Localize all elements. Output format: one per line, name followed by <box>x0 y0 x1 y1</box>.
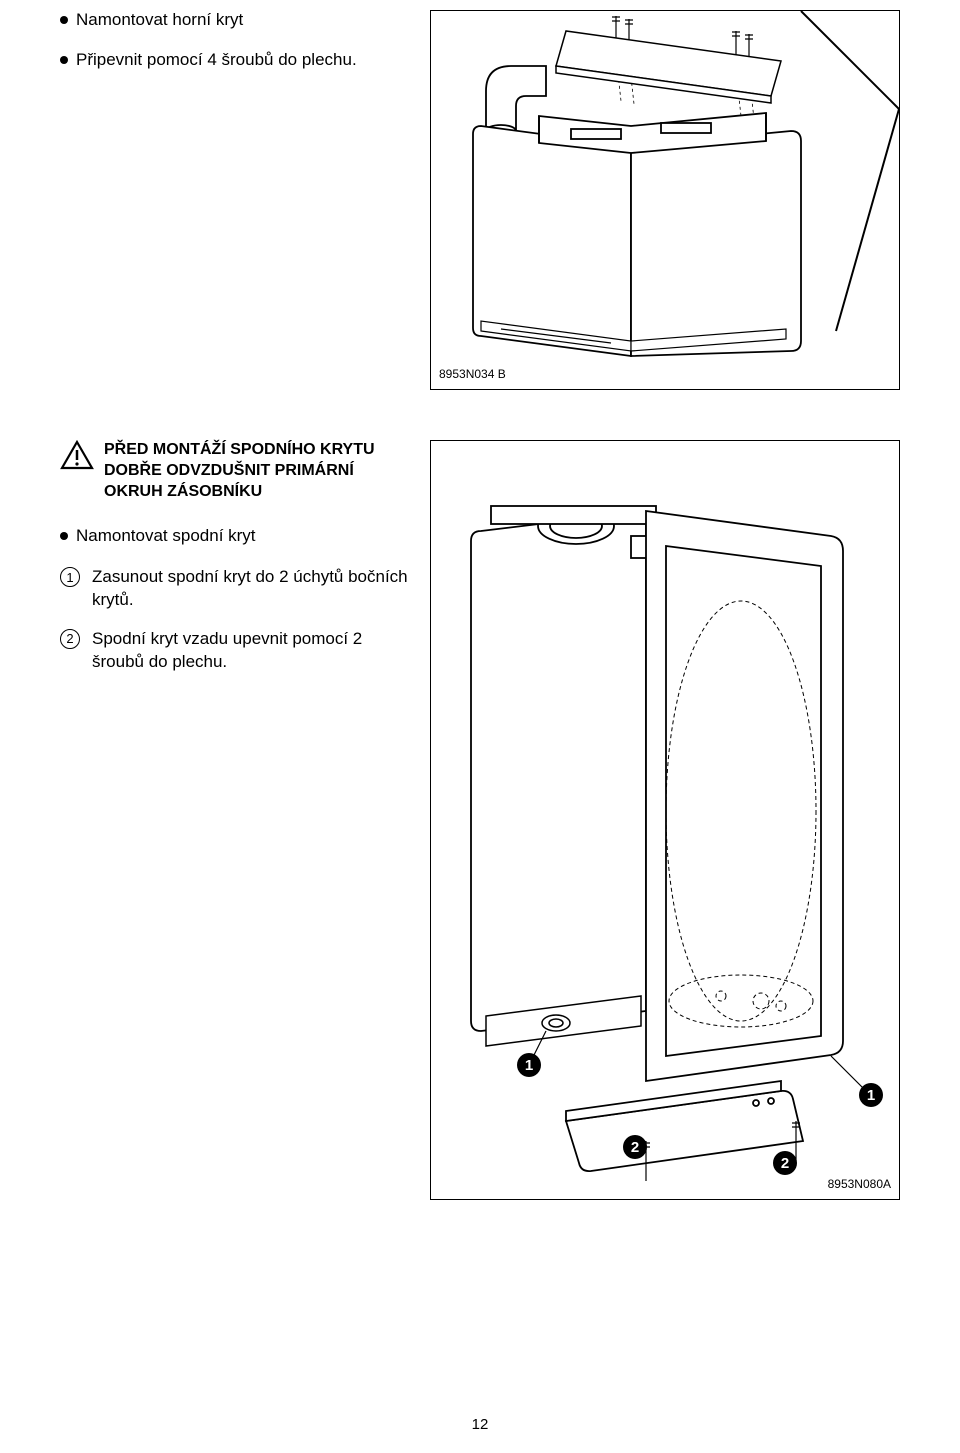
step-number: 2 <box>66 630 73 648</box>
warning-row: PŘED MONTÁŽÍ SPODNÍHO KRYTU DOBŘE ODVZDU… <box>60 440 410 502</box>
page-number: 12 <box>472 1416 489 1433</box>
bullet-text: Namontovat spodní kryt <box>76 526 256 546</box>
bullet-item: Připevnit pomocí 4 šroubů do plechu. <box>60 50 410 70</box>
figure-2: 1 1 2 2 8953N080A <box>430 440 900 1200</box>
mid-text-column: PŘED MONTÁŽÍ SPODNÍHO KRYTU DOBŘE ODVZDU… <box>60 440 410 1200</box>
bullet-icon <box>60 16 68 24</box>
figure-1-container: 8953N034 B <box>430 10 900 390</box>
figure-2-svg <box>431 441 901 1201</box>
callout-1: 1 <box>859 1083 883 1107</box>
step-text: Zasunout spodní kryt do 2 úchytů bočních… <box>92 566 410 612</box>
step-number: 1 <box>66 569 73 587</box>
figure-2-container: 1 1 2 2 8953N080A <box>430 440 900 1200</box>
callout-2: 2 <box>773 1151 797 1175</box>
step-item: 2 Spodní kryt vzadu upevnit pomocí 2 šro… <box>60 628 410 674</box>
mid-section: PŘED MONTÁŽÍ SPODNÍHO KRYTU DOBŘE ODVZDU… <box>60 440 900 1200</box>
figure-1-svg <box>431 11 901 391</box>
top-section: Namontovat horní kryt Připevnit pomocí 4… <box>60 10 900 390</box>
step-item: 1 Zasunout spodní kryt do 2 úchytů boční… <box>60 566 410 612</box>
callout-2: 2 <box>623 1135 647 1159</box>
figure-2-caption: 8953N080A <box>828 1177 891 1191</box>
figure-1-caption: 8953N034 B <box>439 367 506 381</box>
page: Namontovat horní kryt Připevnit pomocí 4… <box>0 0 960 1453</box>
bullet-text: Připevnit pomocí 4 šroubů do plechu. <box>76 50 357 70</box>
callout-1: 1 <box>517 1053 541 1077</box>
bullet-icon <box>60 56 68 64</box>
bullet-text: Namontovat horní kryt <box>76 10 243 30</box>
top-text-column: Namontovat horní kryt Připevnit pomocí 4… <box>60 10 410 390</box>
bullet-item: Namontovat spodní kryt <box>60 526 410 546</box>
step-number-circle: 2 <box>60 629 80 649</box>
step-text: Spodní kryt vzadu upevnit pomocí 2 šroub… <box>92 628 410 674</box>
step-number-circle: 1 <box>60 567 80 587</box>
bullet-item: Namontovat horní kryt <box>60 10 410 30</box>
figure-1: 8953N034 B <box>430 10 900 390</box>
warning-triangle-icon <box>60 440 94 470</box>
bullet-icon <box>60 532 68 540</box>
warning-text: PŘED MONTÁŽÍ SPODNÍHO KRYTU DOBŘE ODVZDU… <box>104 440 410 502</box>
